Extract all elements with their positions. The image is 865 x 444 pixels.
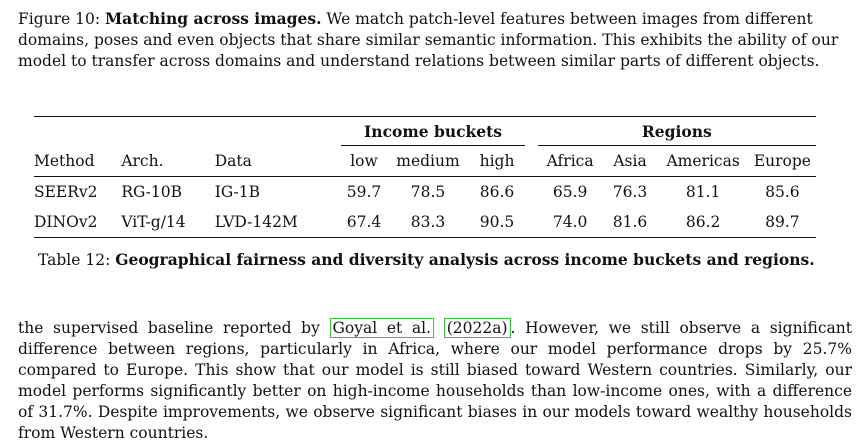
cell-europe: 85.6 xyxy=(748,176,816,207)
cell-asia: 81.6 xyxy=(602,207,658,238)
col-header-medium: medium xyxy=(396,152,460,170)
cell-low: 59.7 xyxy=(340,176,388,207)
cell-low: 67.4 xyxy=(340,207,388,238)
figure-body: We match patch-level features between im… xyxy=(18,10,839,70)
table-caption-label: Table 12: xyxy=(38,251,111,269)
group-header-regions: Regions xyxy=(537,116,816,146)
col-header-high: high xyxy=(479,152,515,170)
figure-caption: Figure 10: Matching across images. We ma… xyxy=(18,8,848,72)
table-caption: Table 12: Geographical fairness and dive… xyxy=(38,250,815,269)
table-group-header-row: Income buckets Regions xyxy=(34,116,816,146)
paragraph-text-start: the supervised baseline reported by xyxy=(18,319,330,337)
cell-europe: 89.7 xyxy=(748,207,816,238)
cell-asia: 76.3 xyxy=(602,176,658,207)
figure-title: Matching across images. xyxy=(105,9,322,28)
cell-americas: 81.1 xyxy=(657,176,749,207)
cell-arch: ViT-g/14 xyxy=(121,207,215,238)
cell-method: DINOv2 xyxy=(34,207,122,238)
col-header-europe: Europe xyxy=(753,152,811,170)
cell-americas: 86.2 xyxy=(657,207,749,238)
cell-high: 90.5 xyxy=(468,207,526,238)
cell-method: SEERv2 xyxy=(34,176,122,207)
col-header-asia: Asia xyxy=(613,152,647,170)
group-header-income: Income buckets xyxy=(340,116,526,146)
col-header-method: Method xyxy=(34,151,95,170)
col-header-arch: Arch. xyxy=(121,151,164,170)
cell-medium: 83.3 xyxy=(387,207,469,238)
paragraph-text-rest: . However, we still observe a significan… xyxy=(18,319,852,442)
cell-africa: 65.9 xyxy=(537,176,603,207)
table-row: SEERv2 RG-10B IG-1B 59.7 78.5 86.6 65.9 … xyxy=(34,176,816,207)
body-paragraph: the supervised baseline reported by Goya… xyxy=(18,318,852,444)
col-header-data: Data xyxy=(214,151,252,170)
col-header-americas: Americas xyxy=(666,152,740,170)
table-caption-text: Geographical fairness and diversity anal… xyxy=(115,250,815,269)
figure-label: Figure 10: xyxy=(18,10,101,28)
table-header-row: Method Arch. Data low medium high Africa… xyxy=(34,146,816,177)
cell-data: LVD-142M xyxy=(214,207,329,238)
cell-medium: 78.5 xyxy=(387,176,469,207)
citation-link-year[interactable]: (2022a) xyxy=(443,318,511,338)
col-header-africa: Africa xyxy=(546,152,594,170)
cell-high: 86.6 xyxy=(468,176,526,207)
cell-data: IG-1B xyxy=(214,176,329,207)
table-row: DINOv2 ViT-g/14 LVD-142M 67.4 83.3 90.5 … xyxy=(34,207,816,238)
citation-link-author[interactable]: Goyal et al. xyxy=(329,318,435,338)
fairness-table: Income buckets Regions Method Arch. Data… xyxy=(34,116,816,238)
col-header-low: low xyxy=(350,152,378,170)
cell-africa: 74.0 xyxy=(537,207,603,238)
cell-arch: RG-10B xyxy=(121,176,215,207)
